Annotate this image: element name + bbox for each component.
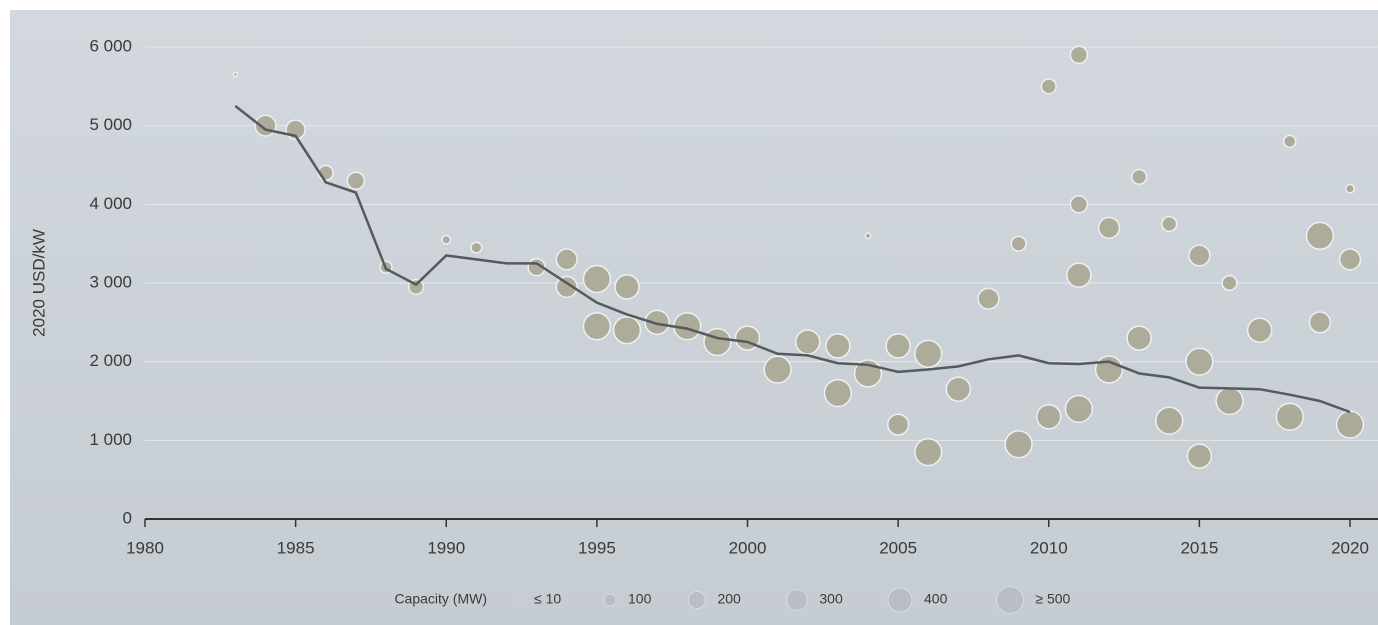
bubble xyxy=(945,376,972,402)
bubble xyxy=(864,232,872,240)
bubble xyxy=(1345,183,1355,194)
bubble xyxy=(1221,274,1238,292)
bubble xyxy=(825,333,851,359)
bubble xyxy=(1186,443,1213,469)
bubble xyxy=(254,114,277,137)
legend-label: 200 xyxy=(717,591,741,607)
bubble xyxy=(1215,386,1244,416)
legend-bubble xyxy=(786,589,808,611)
bubble xyxy=(1246,317,1273,343)
x-tick-label: 1995 xyxy=(578,538,616,557)
bubble xyxy=(346,171,366,190)
y-tick-label: 3 000 xyxy=(89,272,132,291)
bubble xyxy=(1335,410,1365,439)
bubble xyxy=(1338,248,1362,271)
bubble xyxy=(1040,78,1057,95)
bubble xyxy=(763,355,792,384)
bubble xyxy=(1305,221,1335,250)
bubble xyxy=(644,309,670,336)
bubble xyxy=(1185,347,1214,376)
x-tick-label: 1985 xyxy=(277,538,315,557)
legend-label: 300 xyxy=(819,591,843,607)
bubble xyxy=(614,274,640,300)
y-tick-label: 6 000 xyxy=(89,36,132,55)
bubble xyxy=(1155,406,1184,435)
bubble xyxy=(886,413,910,436)
bubble xyxy=(1066,262,1092,288)
bubble xyxy=(914,339,943,368)
legend-bubble xyxy=(517,597,523,603)
bubble xyxy=(1275,402,1304,431)
bubble xyxy=(612,316,642,345)
y-tick-label: 2 000 xyxy=(89,351,132,370)
bubble xyxy=(885,333,911,359)
x-tick-label: 1990 xyxy=(427,538,465,557)
legend-bubble xyxy=(688,591,706,609)
bubble xyxy=(1094,355,1124,384)
bubble xyxy=(1126,325,1152,351)
bubble xyxy=(1036,403,1062,430)
bubble xyxy=(555,248,578,271)
bubble xyxy=(1069,45,1089,65)
y-axis-label: 2020 USD/kW xyxy=(29,229,48,337)
bubble xyxy=(1283,134,1297,149)
bubble xyxy=(1131,168,1148,185)
x-tick-label: 2015 xyxy=(1180,538,1218,557)
x-tick-label: 2010 xyxy=(1030,538,1068,557)
y-tick-label: 4 000 xyxy=(89,194,132,213)
x-tick-label: 2020 xyxy=(1331,538,1369,557)
bubble xyxy=(1161,215,1178,233)
bubble xyxy=(470,241,483,254)
legend-label: ≥ 500 xyxy=(1035,591,1070,607)
y-tick-label: 1 000 xyxy=(89,430,132,449)
bubble xyxy=(1097,216,1121,240)
y-tick-label: 5 000 xyxy=(89,115,132,134)
x-tick-label: 2005 xyxy=(879,538,917,557)
bubble xyxy=(1308,311,1332,334)
x-tick-label: 1980 xyxy=(126,538,164,557)
bubble xyxy=(1004,430,1033,459)
bubble xyxy=(914,437,943,467)
bubble xyxy=(703,327,732,357)
legend-bubble xyxy=(996,586,1024,614)
bubble xyxy=(977,287,1000,310)
legend-label: 400 xyxy=(924,591,948,607)
bubble xyxy=(1064,394,1094,424)
bubble xyxy=(582,312,612,341)
bubble xyxy=(232,71,239,78)
bubble xyxy=(582,264,612,294)
legend-label: 100 xyxy=(628,591,652,607)
bubble xyxy=(795,329,821,355)
legend-bubble xyxy=(887,587,913,613)
bubble xyxy=(1188,244,1211,267)
bubble xyxy=(441,234,452,245)
line xyxy=(234,105,1351,414)
bubble xyxy=(1069,195,1089,214)
legend-label: ≤ 10 xyxy=(534,591,561,607)
legend-bubble xyxy=(603,593,617,607)
bubble xyxy=(1010,235,1027,252)
bubble xyxy=(823,378,853,408)
bubble xyxy=(555,275,578,299)
y-tick-label: 0 xyxy=(123,508,132,527)
legend-title: Capacity (MW) xyxy=(394,591,487,607)
x-tick-label: 2000 xyxy=(729,538,767,557)
